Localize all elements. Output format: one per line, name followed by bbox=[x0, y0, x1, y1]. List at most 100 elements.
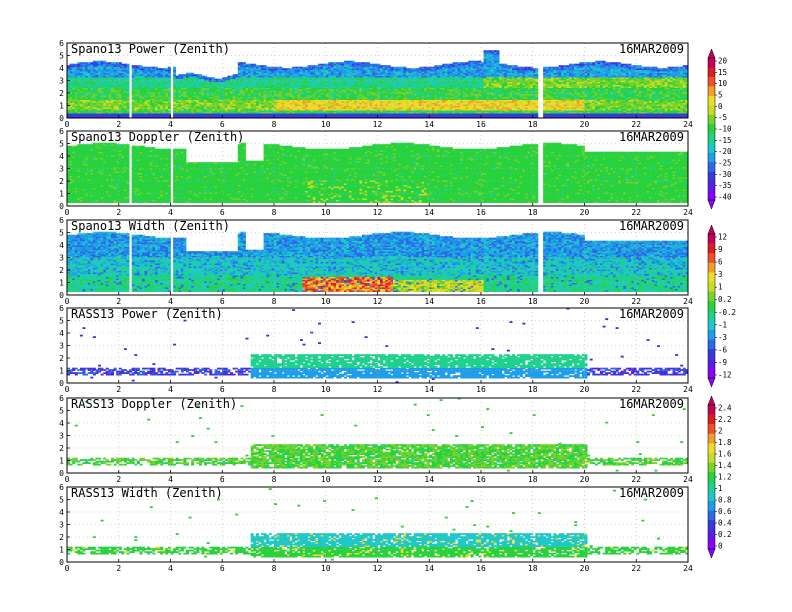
heatmap-cell bbox=[72, 80, 76, 82]
heatmap-cell bbox=[98, 80, 101, 82]
heatmap-cell bbox=[214, 107, 218, 109]
heatmap-cell bbox=[245, 75, 249, 78]
heatmap-cell bbox=[136, 72, 140, 75]
heatmap-cell bbox=[173, 83, 177, 85]
heatmap-cell bbox=[95, 74, 99, 76]
heatmap-cell bbox=[242, 83, 246, 85]
heatmap-cell bbox=[199, 83, 202, 85]
heatmap-cell bbox=[111, 110, 114, 112]
heatmap-cell bbox=[108, 90, 112, 93]
heatmap-cell bbox=[103, 89, 107, 91]
heatmap-cell bbox=[113, 63, 117, 66]
heatmap-cell bbox=[235, 116, 239, 118]
heatmap-cell bbox=[204, 75, 208, 78]
heatmap-cell bbox=[217, 108, 221, 111]
heatmap-cell bbox=[92, 110, 96, 112]
heatmap-cell bbox=[178, 116, 182, 118]
heatmap-cell bbox=[196, 80, 200, 82]
heatmap-cell bbox=[108, 107, 112, 109]
heatmap-cell bbox=[250, 98, 254, 100]
heatmap-cell bbox=[136, 83, 140, 85]
heatmap-cell bbox=[74, 86, 78, 88]
heatmap-cell bbox=[85, 99, 89, 102]
heatmap-cell bbox=[92, 66, 96, 69]
heatmap-cell bbox=[118, 107, 122, 109]
heatmap-cell bbox=[100, 107, 104, 109]
heatmap-cell bbox=[157, 98, 161, 100]
heatmap-cell bbox=[111, 87, 114, 90]
heatmap-cell bbox=[134, 86, 138, 88]
heatmap-cell bbox=[100, 68, 104, 70]
heatmap-cell bbox=[85, 83, 89, 85]
heatmap-cell bbox=[193, 84, 197, 87]
heatmap-cell bbox=[162, 68, 166, 70]
heatmap-cell bbox=[250, 69, 254, 72]
heatmap-cell bbox=[90, 99, 94, 102]
heatmap-cell bbox=[100, 81, 104, 84]
heatmap-cell bbox=[121, 98, 125, 100]
heatmap-cell bbox=[123, 110, 127, 112]
heatmap-cell bbox=[87, 87, 91, 90]
heatmap-cell bbox=[152, 102, 156, 105]
heatmap-cell bbox=[67, 69, 70, 72]
heatmap-cell bbox=[242, 75, 246, 78]
heatmap-cell bbox=[160, 95, 164, 97]
heatmap-cell bbox=[188, 77, 192, 79]
heatmap-cell bbox=[123, 74, 127, 76]
heatmap-cell bbox=[167, 83, 171, 85]
heatmap-cell bbox=[193, 98, 197, 100]
heatmap-cell bbox=[142, 86, 145, 88]
heatmap-cell bbox=[155, 107, 158, 109]
heatmap-cell bbox=[100, 93, 104, 96]
heatmap-cell bbox=[136, 107, 140, 109]
heatmap-cell bbox=[227, 77, 231, 79]
heatmap-cell bbox=[144, 90, 148, 93]
heatmap-cell bbox=[206, 78, 210, 81]
heatmap-cell bbox=[142, 77, 145, 79]
heatmap-cell bbox=[255, 69, 259, 72]
heatmap-cell bbox=[103, 86, 107, 88]
heatmap-cell bbox=[95, 96, 99, 99]
heatmap-cell bbox=[121, 90, 125, 93]
heatmap-cell bbox=[67, 80, 70, 82]
heatmap-cell bbox=[160, 110, 164, 112]
heatmap-cell bbox=[100, 65, 104, 67]
heatmap-cell bbox=[211, 81, 215, 84]
heatmap-cell bbox=[204, 114, 208, 117]
heatmap-cell bbox=[211, 108, 215, 111]
heatmap-cell bbox=[74, 107, 78, 109]
heatmap-cell bbox=[235, 114, 239, 117]
heatmap-cell bbox=[116, 74, 120, 76]
heatmap-cell bbox=[157, 104, 161, 106]
heatmap-cell bbox=[142, 78, 145, 81]
heatmap-cell bbox=[121, 78, 125, 81]
heatmap-cell bbox=[162, 110, 166, 112]
heatmap-cell bbox=[408, 68, 412, 70]
heatmap-cell bbox=[95, 95, 99, 97]
heatmap-cell bbox=[250, 89, 254, 91]
heatmap-cell bbox=[268, 68, 272, 70]
heatmap-cell bbox=[69, 95, 73, 97]
heatmap-cell bbox=[167, 71, 171, 73]
heatmap-cell bbox=[123, 72, 127, 75]
heatmap-cell bbox=[105, 93, 109, 96]
heatmap-cell bbox=[123, 80, 127, 82]
heatmap-cell bbox=[142, 104, 145, 106]
heatmap-cell bbox=[152, 80, 156, 82]
heatmap-cell bbox=[242, 78, 246, 81]
heatmap-cell bbox=[162, 104, 166, 106]
heatmap-cell bbox=[131, 71, 135, 73]
heatmap-cell bbox=[116, 63, 120, 66]
heatmap-cell bbox=[139, 93, 143, 96]
heatmap-cell bbox=[118, 98, 122, 100]
heatmap-cell bbox=[167, 78, 171, 81]
heatmap-cell bbox=[142, 111, 145, 114]
heatmap-cell bbox=[180, 83, 184, 85]
heatmap-cell bbox=[144, 83, 148, 85]
heatmap-cell bbox=[121, 63, 125, 66]
heatmap-cell bbox=[100, 116, 104, 118]
heatmap-cell bbox=[113, 62, 117, 64]
heatmap-cell bbox=[74, 105, 78, 108]
heatmap-cell bbox=[155, 108, 158, 111]
heatmap-cell bbox=[100, 84, 104, 87]
